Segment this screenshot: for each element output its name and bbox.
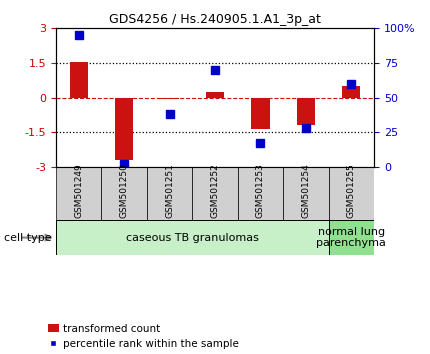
Bar (70, 62, 88, 98)
Text: GSM501251: GSM501251 (165, 163, 174, 218)
Bar (297, 98, 315, 125)
Bar (329, 167, 374, 220)
Bar (147, 167, 192, 220)
Text: GSM501249: GSM501249 (74, 163, 83, 218)
Text: GSM501254: GSM501254 (301, 163, 310, 218)
Bar (101, 167, 147, 220)
Title: GDS4256 / Hs.240905.1.A1_3p_at: GDS4256 / Hs.240905.1.A1_3p_at (109, 13, 321, 26)
Text: cell type: cell type (4, 233, 52, 242)
Text: normal lung
parenchyma: normal lung parenchyma (316, 227, 386, 249)
Bar (56, 220, 329, 255)
Bar (329, 220, 374, 255)
Bar (283, 167, 329, 220)
Bar (252, 98, 270, 129)
Bar (160, 98, 178, 99)
Bar (238, 167, 283, 220)
Text: GSM501250: GSM501250 (120, 163, 129, 218)
Bar (56, 167, 101, 220)
Bar (342, 86, 360, 98)
Text: GSM501252: GSM501252 (211, 163, 219, 218)
Text: caseous TB granulomas: caseous TB granulomas (126, 233, 259, 242)
Legend: transformed count, percentile rank within the sample: transformed count, percentile rank withi… (48, 324, 239, 349)
Text: GSM501255: GSM501255 (347, 163, 356, 218)
Bar (192, 167, 238, 220)
Bar (115, 98, 133, 160)
Bar (206, 92, 224, 98)
Text: GSM501253: GSM501253 (256, 163, 265, 218)
